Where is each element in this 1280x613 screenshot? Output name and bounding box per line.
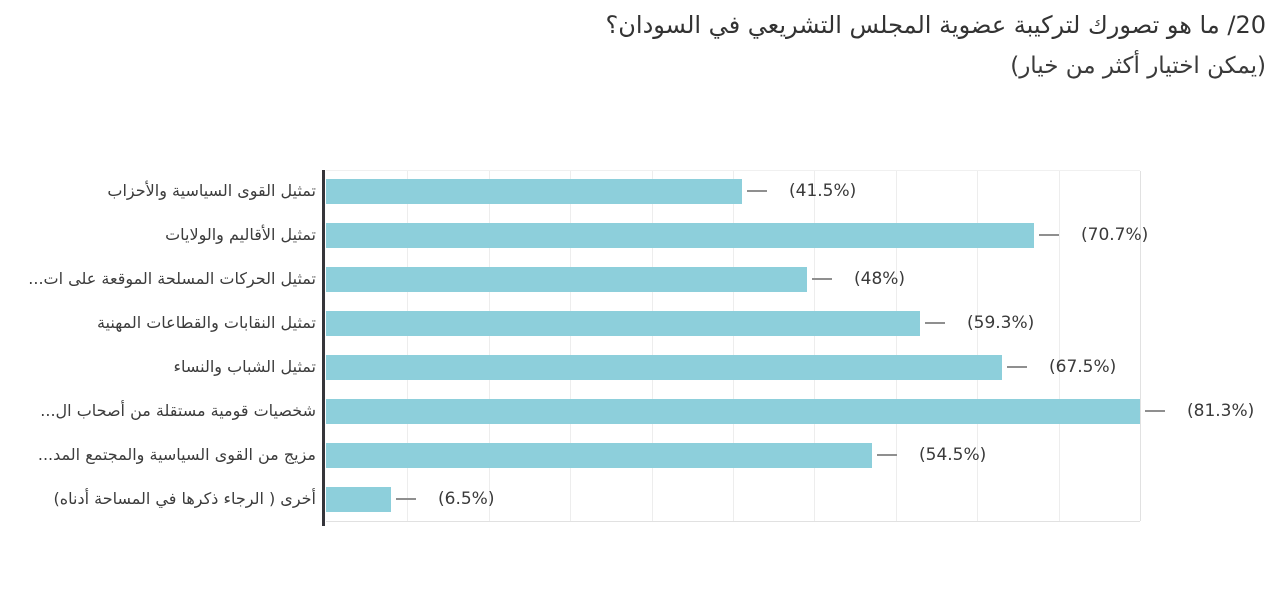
bar [326, 311, 920, 336]
gridline [814, 171, 816, 521]
leader-line [925, 322, 945, 324]
gridline [977, 171, 979, 521]
gridline [1058, 171, 1060, 521]
leader-line [1145, 410, 1165, 412]
value-label: (59.3%) [967, 313, 1035, 333]
gridline [1140, 171, 1141, 521]
question-title: 20/ ما هو تصورك لتركيبة عضوية المجلس الت… [605, 11, 1266, 39]
category-label: تمثيل الأقاليم والولايات [165, 225, 316, 244]
leader-line [1007, 366, 1027, 368]
bar [326, 399, 1140, 424]
gridline [488, 171, 490, 521]
leader-line [396, 498, 416, 500]
value-label: (6.5%) [438, 489, 495, 509]
category-label: تمثيل النقابات والقطاعات المهنية [96, 313, 316, 332]
category-labels: تمثيل القوى السياسية والأحزاب تمثيل الأقا… [0, 170, 320, 522]
value-label: (54.5%) [919, 445, 987, 465]
bar [326, 355, 1002, 380]
bar [326, 223, 1034, 248]
bar [326, 443, 872, 468]
value-label: (81.3%) [1187, 401, 1255, 421]
category-label: مزيج من القوى السياسية والمجتمع المد... [37, 445, 316, 464]
gridline [651, 171, 653, 521]
question-subtitle: (يمكن اختيار أكثر من خيار) [1010, 53, 1266, 79]
y-axis-line [322, 170, 325, 526]
bar [326, 179, 742, 204]
leader-line [747, 190, 767, 192]
leader-line [1039, 234, 1059, 236]
category-label: شخصيات قومية مستقلة من أصحاب ال... [40, 401, 316, 420]
category-label: أخرى ( الرجاء ذكرها في المساحة أدناه) [53, 489, 316, 508]
value-label: (67.5%) [1049, 357, 1117, 377]
gridline [570, 171, 572, 521]
value-label: (70.7%) [1081, 225, 1149, 245]
category-label: تمثيل القوى السياسية والأحزاب [107, 181, 316, 200]
plot-area: (41.5%) (70.7%) (48%) (59.3%) (67.5%) (81.3%)… [322, 170, 1254, 526]
leader-line [812, 278, 832, 280]
gridline [733, 171, 734, 521]
category-label: تمثيل الشباب والنساء [173, 357, 316, 376]
value-label: (48%) [854, 269, 906, 289]
leader-line [877, 454, 897, 456]
bar [326, 267, 807, 292]
bar [326, 487, 391, 512]
gridline [407, 171, 409, 521]
category-label: تمثيل الحركات المسلحة الموقعة على ات... [28, 269, 316, 288]
gridline [895, 171, 897, 521]
value-label: (41.5%) [789, 181, 857, 201]
